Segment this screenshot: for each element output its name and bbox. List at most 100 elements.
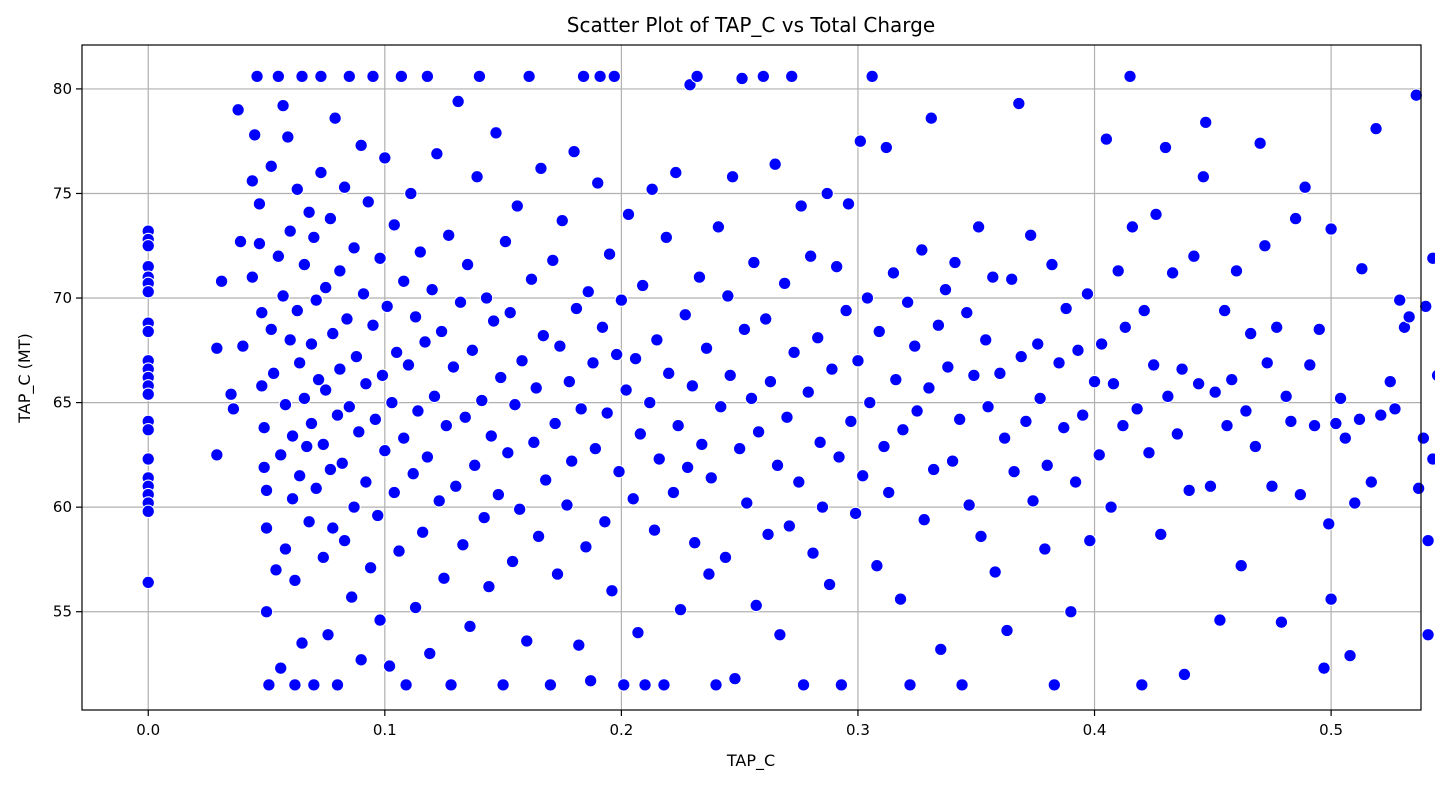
x-tick-label: 0.4 [1083, 721, 1107, 739]
scatter-point [917, 512, 931, 527]
scatter-point [536, 328, 551, 343]
scatter-point [297, 257, 312, 272]
x-tick-label: 0.1 [373, 721, 397, 739]
scatter-point [456, 538, 470, 552]
scatter-point [844, 414, 858, 429]
scatter-point [652, 452, 666, 466]
scatter-point [910, 404, 924, 418]
scatter-point [770, 458, 785, 473]
scatter-point [266, 366, 281, 381]
scatter-point [335, 456, 349, 470]
scatter-point [1068, 475, 1083, 489]
scatter-point [628, 351, 643, 366]
scatter-point [311, 372, 326, 387]
scatter-point [444, 678, 458, 692]
scatter-point [1213, 613, 1227, 627]
scatter-point [368, 412, 383, 427]
scatter-point [886, 266, 901, 280]
scatter-point [581, 285, 596, 299]
scatter-point [425, 282, 439, 297]
scatter-point [361, 195, 376, 209]
scatter-point [711, 220, 726, 234]
scatter-point [430, 146, 444, 161]
scatter-point [273, 448, 288, 462]
scatter-point [226, 402, 241, 416]
scatter-point [141, 285, 155, 299]
scatter-point [1045, 257, 1059, 272]
scatter-point [718, 550, 733, 565]
scatter-point [408, 310, 423, 324]
scatter-point [292, 356, 307, 370]
scatter-point [401, 358, 416, 372]
scatter-point [432, 494, 446, 508]
scatter-point [141, 239, 155, 253]
scatter-point [574, 402, 588, 416]
scatter-point [434, 324, 449, 339]
scatter-point [598, 515, 612, 529]
scatter-point [453, 295, 468, 309]
scatter-point [373, 613, 387, 627]
scatter-point [926, 462, 941, 477]
chart-title: Scatter Plot of TAP_C vs Total Charge [567, 13, 935, 37]
scatter-point [482, 579, 496, 594]
scatter-point [1075, 408, 1090, 422]
scatter-point [1118, 320, 1133, 335]
scatter-point [1142, 446, 1156, 460]
scatter-point [441, 228, 456, 243]
scatter-point [626, 492, 640, 506]
y-tick-label: 70 [53, 289, 72, 307]
scatter-point [1177, 667, 1192, 682]
scatter-point [233, 234, 248, 249]
scatter-point [1023, 228, 1038, 243]
scatter-point [638, 678, 652, 692]
scatter-point [853, 134, 868, 148]
scatter-point [579, 540, 593, 554]
scatter-point [385, 395, 399, 410]
scatter-point [141, 387, 155, 401]
scatter-point [1288, 211, 1303, 226]
scatter-point [567, 144, 581, 159]
scatter-point [1080, 287, 1095, 301]
scatter-point [382, 659, 397, 673]
scatter-point [439, 418, 454, 433]
scatter-point [1191, 377, 1206, 391]
scatter-point [1298, 180, 1312, 194]
scatter-point [1040, 458, 1054, 473]
scatter-point [834, 678, 849, 692]
scatter-point [333, 362, 347, 376]
scatter-point [1269, 320, 1284, 335]
scatter-point [359, 475, 373, 489]
scatter-point [713, 400, 728, 414]
scatter-point [392, 544, 406, 558]
scatter-point [1421, 533, 1435, 548]
scatter-point [408, 600, 423, 615]
scatter-point [550, 567, 565, 581]
scatter-point [1099, 132, 1114, 146]
scatter-point [264, 159, 279, 174]
scatter-point [1224, 372, 1239, 387]
scatter-point [1392, 293, 1407, 307]
scatter-point [1220, 418, 1234, 433]
scatter-point [370, 508, 385, 523]
scatter-point [418, 335, 432, 349]
scatter-point [340, 312, 354, 326]
scatter-point [323, 462, 338, 477]
scatter-point [865, 69, 879, 84]
scatter-point [948, 255, 962, 270]
x-axis-label: TAP_C [726, 751, 775, 771]
axis-ticks: 0.0 0.1 0.2 0.3 0.4 0.5 55 60 65 70 75 80 [53, 80, 1343, 739]
x-tick-label: 0.0 [136, 721, 160, 739]
scatter-point [879, 140, 894, 155]
scatter-point [363, 561, 378, 575]
scatter-point [259, 521, 274, 535]
scatter-point [231, 103, 245, 117]
scatter-point [1416, 431, 1431, 445]
scatter-point [586, 356, 600, 370]
scatter-point [1402, 310, 1416, 324]
scatter-point [751, 425, 766, 439]
scatter-point [1364, 475, 1379, 489]
scatter-point [1019, 414, 1033, 429]
scatter-point [572, 638, 586, 652]
scatter-point [815, 500, 830, 514]
scatter-point [299, 439, 314, 454]
